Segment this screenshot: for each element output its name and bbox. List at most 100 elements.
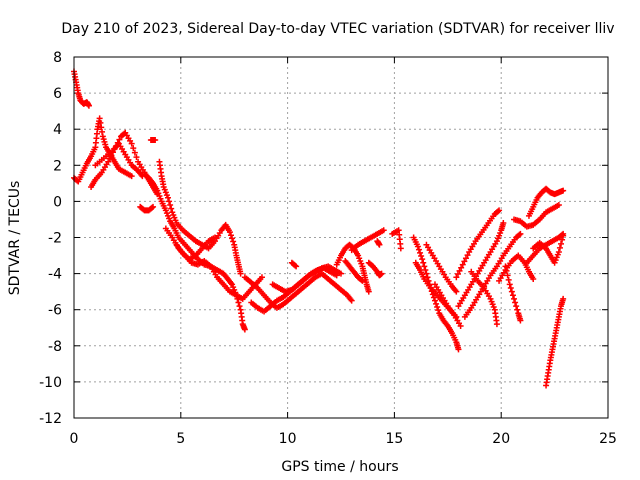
series-s18 — [365, 259, 385, 279]
y-tick-label: 2 — [53, 158, 62, 174]
data-point — [236, 303, 243, 310]
data-point — [226, 229, 233, 236]
series-s26 — [453, 207, 503, 281]
data-point — [211, 234, 218, 241]
data-point — [509, 292, 516, 299]
x-tick-label: 15 — [385, 431, 403, 447]
data-point — [456, 267, 463, 274]
data-point — [558, 240, 565, 247]
data-point — [419, 256, 426, 263]
data-point — [461, 258, 468, 265]
data-point — [397, 245, 404, 252]
x-tick-label: 20 — [492, 431, 510, 447]
data-point — [503, 267, 510, 274]
series-s35 — [543, 295, 567, 389]
y-tick-label: 8 — [53, 50, 62, 66]
data-point — [293, 263, 300, 270]
data-point — [235, 299, 242, 306]
data-point — [502, 263, 509, 270]
data-point — [457, 322, 464, 329]
series-s16 — [342, 257, 366, 284]
data-point — [560, 187, 567, 194]
data-point — [414, 243, 421, 250]
y-tick-label: 4 — [53, 122, 62, 138]
data-point — [433, 300, 440, 307]
y-tick-label: 0 — [53, 194, 62, 210]
data-point — [493, 321, 500, 328]
data-point — [99, 128, 106, 135]
data-point — [150, 203, 157, 210]
series-s1 — [71, 68, 92, 109]
data-point — [237, 270, 244, 277]
data-point — [130, 145, 137, 152]
data-point — [453, 288, 460, 295]
data-point — [229, 235, 236, 242]
series-s13 — [269, 265, 340, 295]
series-s27 — [461, 230, 524, 320]
data-point — [166, 198, 173, 205]
data-point — [241, 326, 248, 333]
data-point — [508, 288, 515, 295]
series-s17 — [348, 227, 387, 254]
x-tick-label: 25 — [599, 431, 617, 447]
data-point — [459, 261, 466, 268]
x-tick-label: 5 — [176, 431, 185, 447]
data-point — [434, 303, 441, 310]
data-point — [504, 272, 511, 279]
data-point — [431, 297, 438, 304]
data-point — [516, 231, 523, 238]
data-point — [128, 173, 135, 180]
data-point — [358, 276, 365, 283]
data-point — [106, 155, 113, 162]
data-point — [376, 241, 383, 248]
data-point — [227, 232, 234, 239]
data-point — [421, 263, 428, 270]
data-point — [512, 299, 519, 306]
series-s11 — [241, 270, 355, 311]
series-s34 — [523, 230, 567, 266]
data-point — [435, 307, 442, 314]
data-point — [378, 270, 385, 277]
data-point — [530, 276, 537, 283]
series-s23 — [423, 241, 460, 295]
data-point — [418, 253, 425, 260]
y-tick-label: -8 — [48, 339, 62, 355]
data-point — [464, 252, 471, 259]
series-s14 — [288, 259, 300, 270]
data-point — [167, 202, 174, 209]
data-point — [131, 149, 138, 156]
data-point — [133, 154, 140, 161]
chart-title: Day 210 of 2023, Sidereal Day-to-day VTE… — [61, 21, 614, 37]
data-point — [500, 220, 507, 227]
data-point — [98, 124, 105, 131]
y-tick-label: -2 — [48, 231, 62, 247]
data-point — [511, 295, 518, 302]
series-s31 — [511, 202, 562, 230]
series-s10 — [173, 234, 218, 263]
series-s32 — [525, 185, 567, 219]
series-s19 — [374, 238, 383, 248]
data-point — [420, 259, 427, 266]
series-s8 — [156, 158, 244, 277]
data-point — [423, 270, 430, 277]
series-s25 — [455, 220, 507, 310]
data-point — [258, 274, 265, 281]
data-point — [559, 231, 566, 238]
data-point — [494, 208, 501, 215]
x-tick-label: 0 — [70, 431, 79, 447]
y-tick-label: -6 — [48, 303, 62, 319]
data-point — [292, 262, 299, 269]
data-point — [560, 295, 567, 302]
data-point — [455, 346, 462, 353]
data-point — [556, 244, 563, 251]
data-point — [380, 227, 387, 234]
data-points — [71, 68, 567, 389]
data-point — [507, 285, 514, 292]
data-point — [338, 270, 344, 277]
series-s5 — [141, 171, 248, 333]
data-point — [164, 194, 171, 201]
data-point — [97, 119, 104, 126]
data-point — [514, 306, 521, 313]
data-point — [333, 272, 340, 279]
